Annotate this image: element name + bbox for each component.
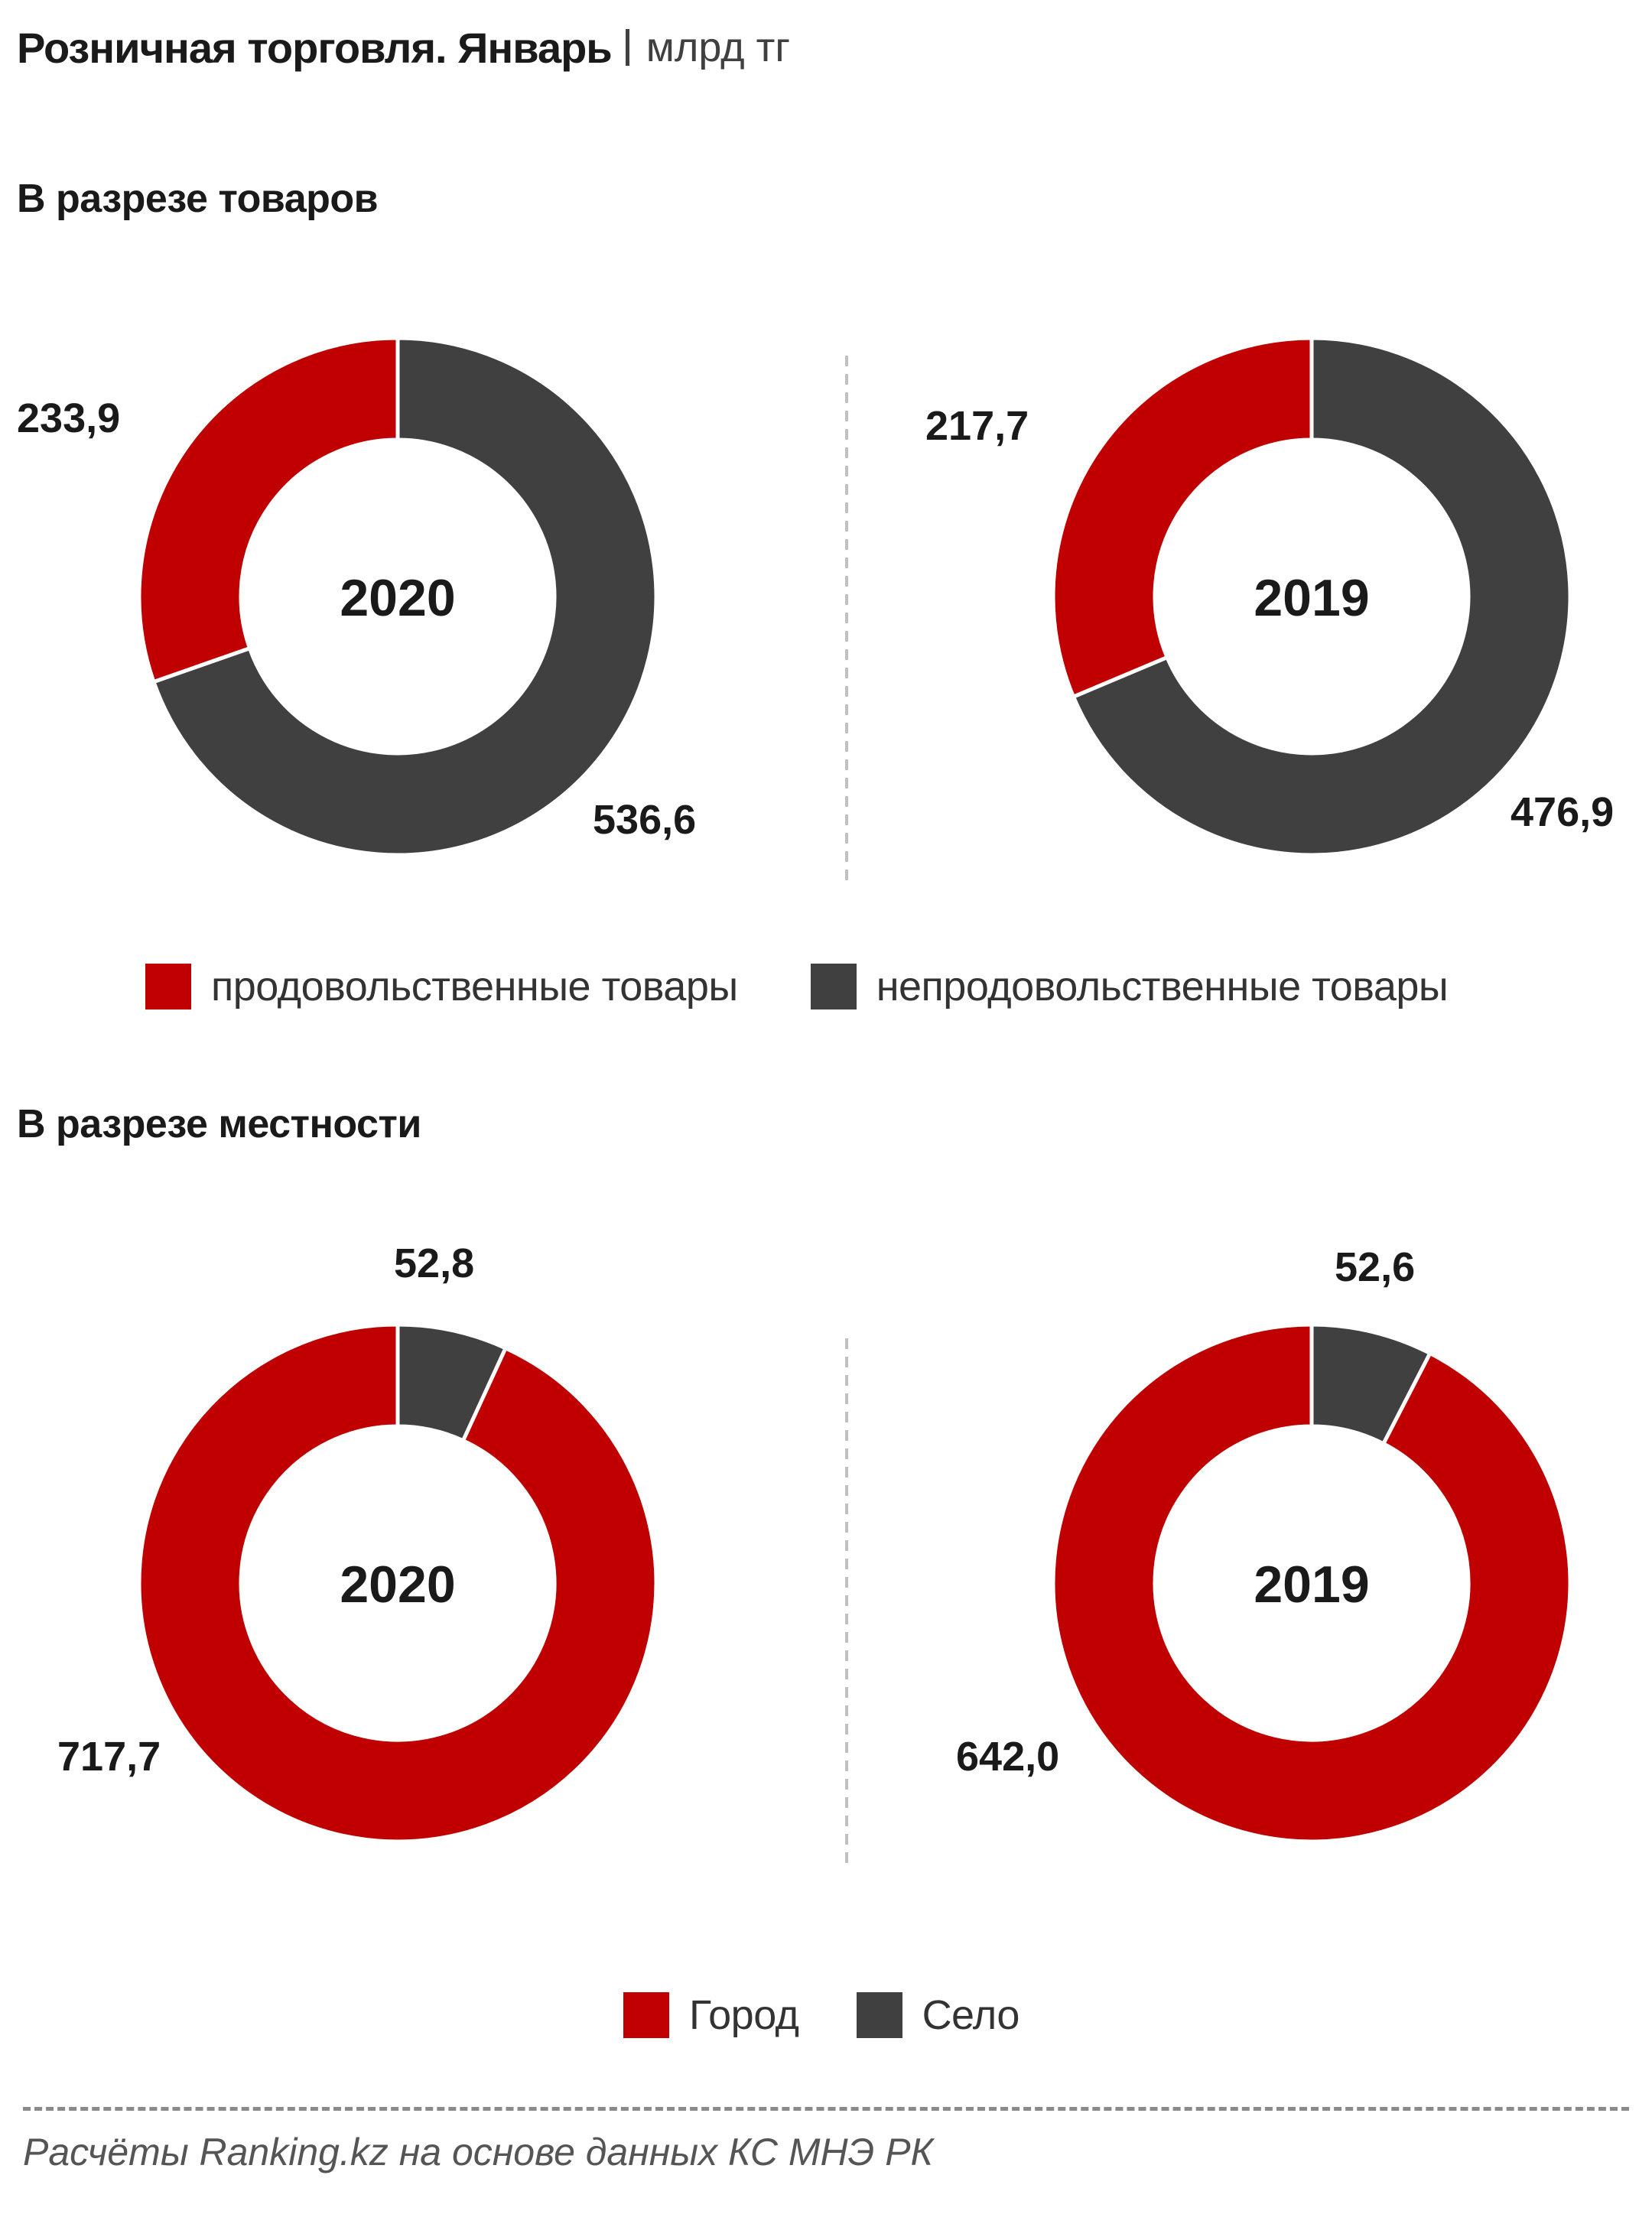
data-label-nonfood: 476,9 bbox=[1511, 789, 1614, 835]
donut-slice-nonfood bbox=[1071, 336, 1572, 857]
donut-slice-city bbox=[1051, 1322, 1572, 1844]
legend-item-nonfood: непродовольственные товары bbox=[810, 963, 1449, 1010]
page-title: Розничная торговля. Январь bbox=[17, 23, 613, 72]
unit-text: млрд тг bbox=[646, 24, 791, 70]
footer-divider bbox=[23, 2107, 1629, 2111]
chart-header: Розничная торговля. Январь млрд тг bbox=[17, 17, 790, 78]
legend-item-village: Село bbox=[856, 1991, 1020, 2039]
legend-label-nonfood: непродовольственные товары bbox=[876, 964, 1449, 1009]
unit-label: млрд тг bbox=[625, 24, 791, 71]
legend-swatch-city bbox=[623, 1992, 669, 2038]
donut-slice-food bbox=[1051, 336, 1314, 700]
donut-slice-city bbox=[137, 1322, 659, 1844]
source-note: Расчёты Ranking.kz на основе данных КС М… bbox=[23, 2131, 934, 2173]
legend-goods: продовольственные товары непродовольстве… bbox=[145, 956, 1449, 1017]
donut-center-year: 2020 bbox=[340, 569, 455, 627]
legend-item-city: Город bbox=[623, 1991, 799, 2039]
data-label-city: 717,7 bbox=[57, 1734, 161, 1780]
data-label-city: 642,0 bbox=[956, 1734, 1059, 1780]
donut-slice-food bbox=[137, 336, 400, 684]
legend-label-city: Город bbox=[689, 1992, 799, 2038]
legend-item-food: продовольственные товары bbox=[145, 963, 738, 1010]
data-label-village: 52,8 bbox=[394, 1240, 474, 1286]
data-label-village: 52,6 bbox=[1335, 1244, 1415, 1290]
data-label-food: 233,9 bbox=[17, 395, 120, 441]
donut-chart-1: 2020 233,9 536,6 bbox=[17, 336, 696, 857]
donut-slice-nonfood bbox=[151, 336, 659, 857]
data-label-food: 217,7 bbox=[925, 403, 1029, 449]
donut-chart-3: 2020 717,7 52,8 bbox=[57, 1240, 659, 1844]
legend-label-food: продовольственные товары bbox=[211, 964, 738, 1009]
legend-swatch-food bbox=[145, 964, 191, 1009]
title-separator bbox=[625, 29, 629, 66]
donut-center-year: 2019 bbox=[1254, 569, 1369, 627]
legend-swatch-nonfood bbox=[810, 964, 857, 1009]
legend-locality: Город Село bbox=[623, 1985, 1019, 2046]
donut-center-year: 2020 bbox=[340, 1556, 455, 1614]
donut-center-year: 2019 bbox=[1254, 1556, 1369, 1614]
donut-chart-2: 2019 217,7 476,9 bbox=[925, 336, 1614, 857]
donut-chart-4: 2019 642,0 52,6 bbox=[956, 1244, 1572, 1844]
section-title-goods: В разрезе товаров bbox=[17, 177, 379, 221]
legend-label-village: Село bbox=[922, 1992, 1020, 2038]
section-title-locality: В разрезе местности bbox=[17, 1102, 421, 1146]
legend-swatch-village bbox=[856, 1992, 902, 2038]
data-label-nonfood: 536,6 bbox=[593, 797, 696, 843]
